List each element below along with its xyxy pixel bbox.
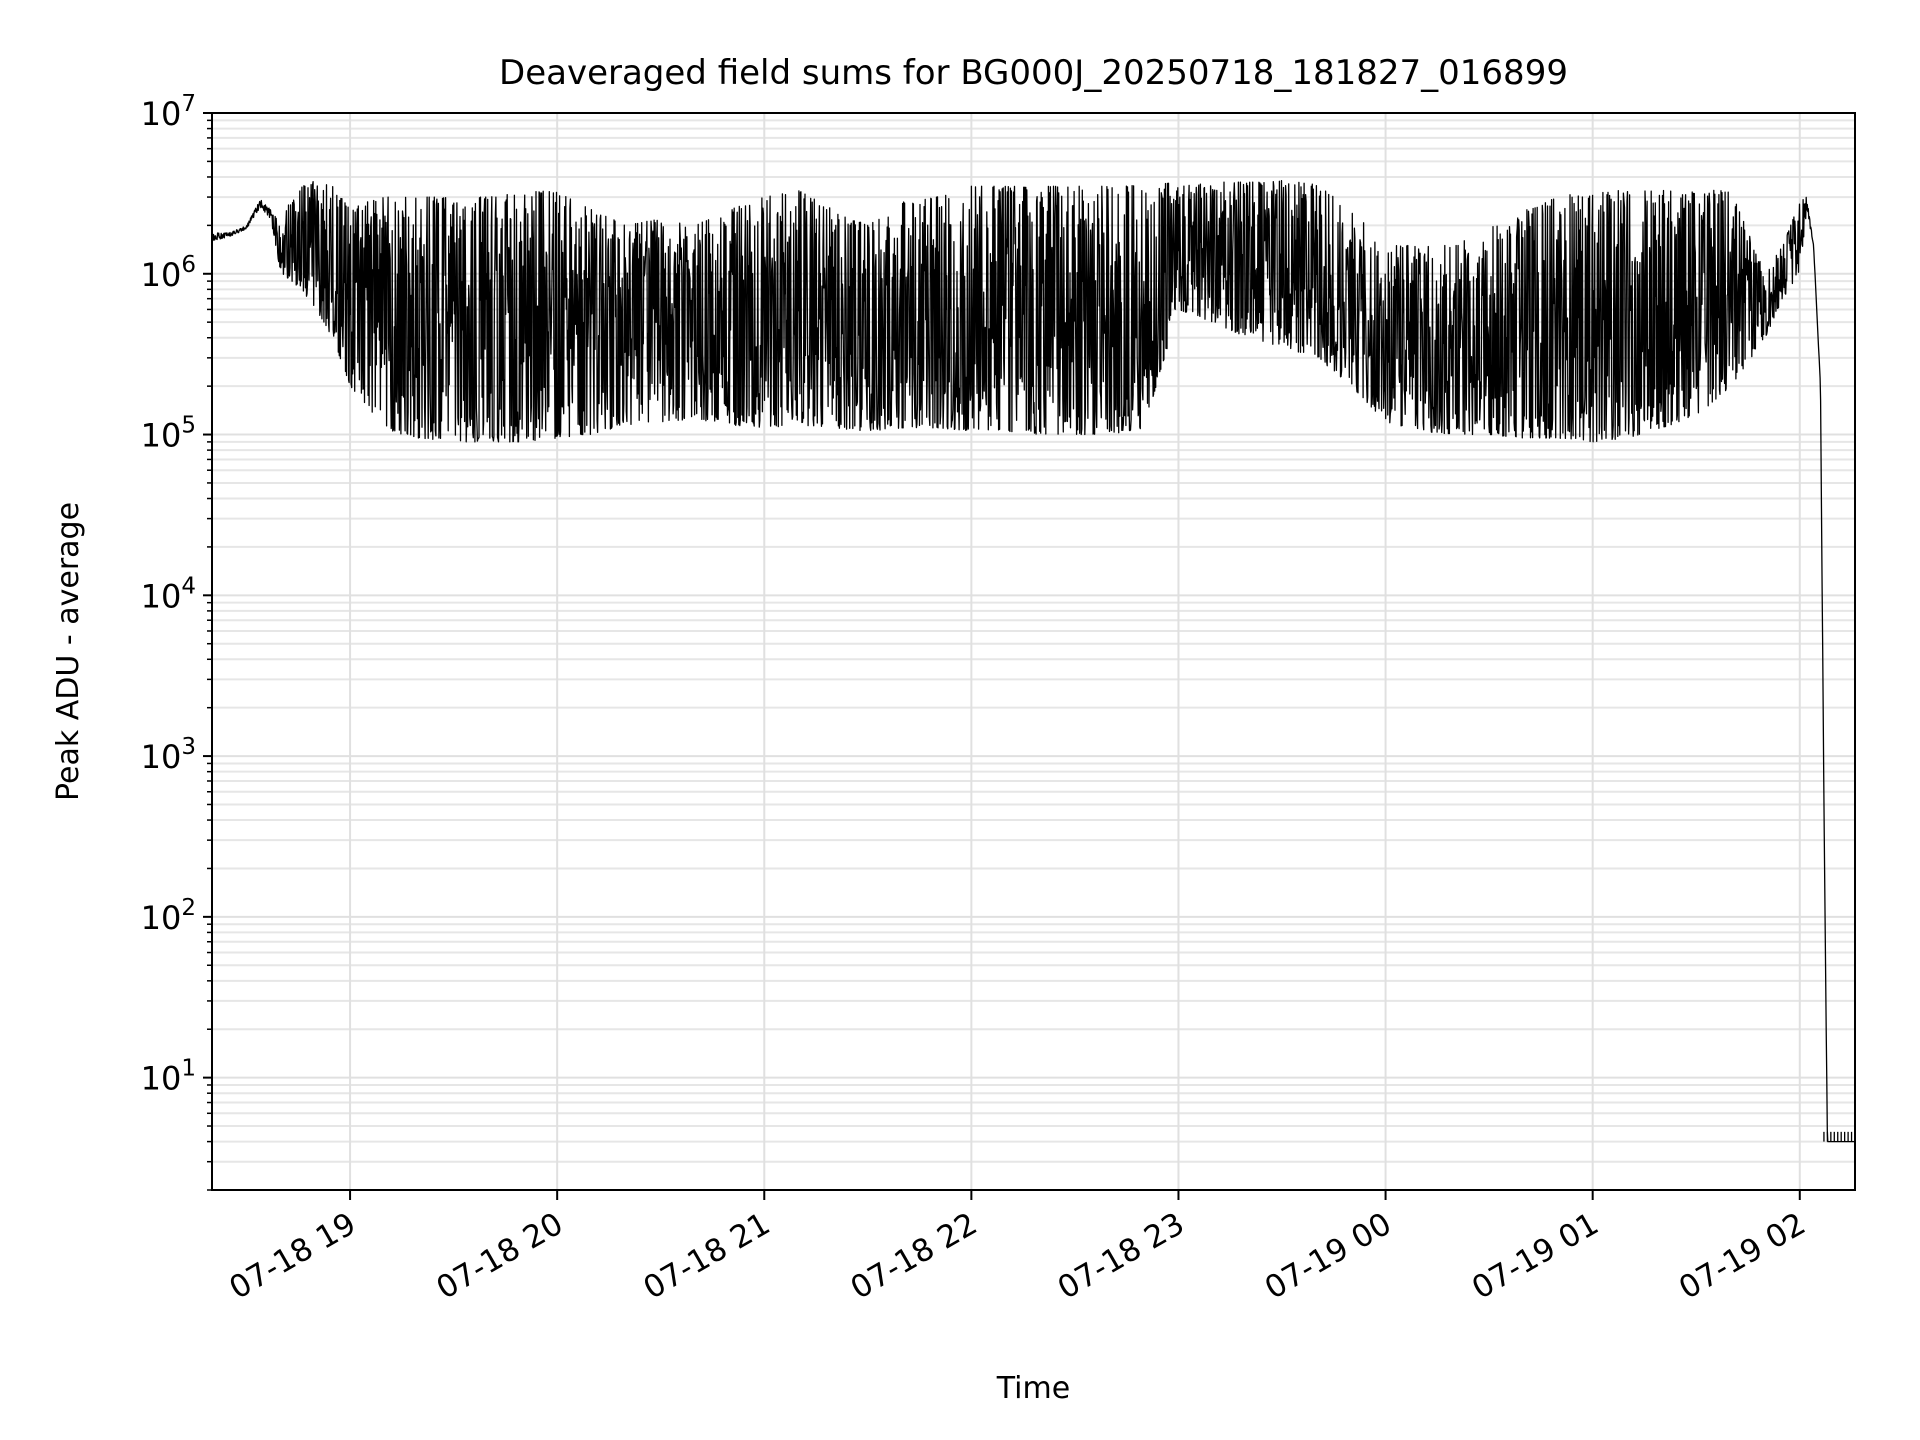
plot-frame xyxy=(211,112,1856,1191)
chart-title: Deaveraged field sums for BG000J_2025071… xyxy=(499,53,1568,93)
x-axis-label: Time xyxy=(996,1371,1070,1406)
y-tick-label: 106 xyxy=(141,252,196,294)
y-tick-label: 103 xyxy=(141,734,196,776)
series-line xyxy=(211,180,1856,1143)
y-tick-label: 102 xyxy=(141,895,196,937)
y-axis-ticks: 101 102 103 104 105 106 107 xyxy=(141,91,212,1191)
y-tick-label: 104 xyxy=(141,573,196,615)
y-tick-label: 105 xyxy=(141,413,196,455)
y-axis-label: Peak ADU - average xyxy=(51,502,86,801)
y-tick-label: 107 xyxy=(141,91,196,133)
y-tick-label: 101 xyxy=(141,1056,196,1098)
